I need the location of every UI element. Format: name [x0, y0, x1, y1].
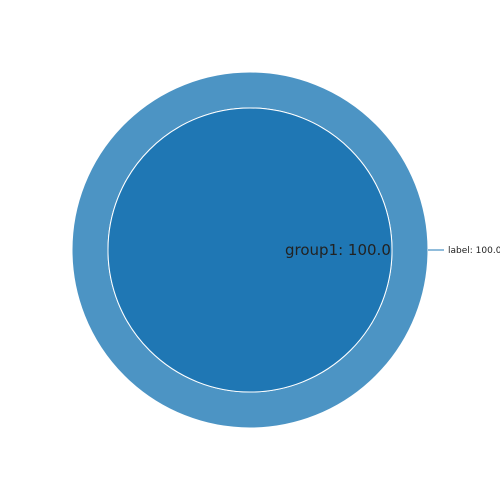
- chart-labels: group1: 100.0 label: 100.0: [285, 241, 500, 259]
- outer-slice-label-label: label: 100.0: [448, 246, 500, 256]
- inner-slice-label-group1: group1: 100.0: [285, 241, 391, 259]
- inner-ring: [107, 107, 393, 393]
- inner-slice-group1: [107, 107, 393, 393]
